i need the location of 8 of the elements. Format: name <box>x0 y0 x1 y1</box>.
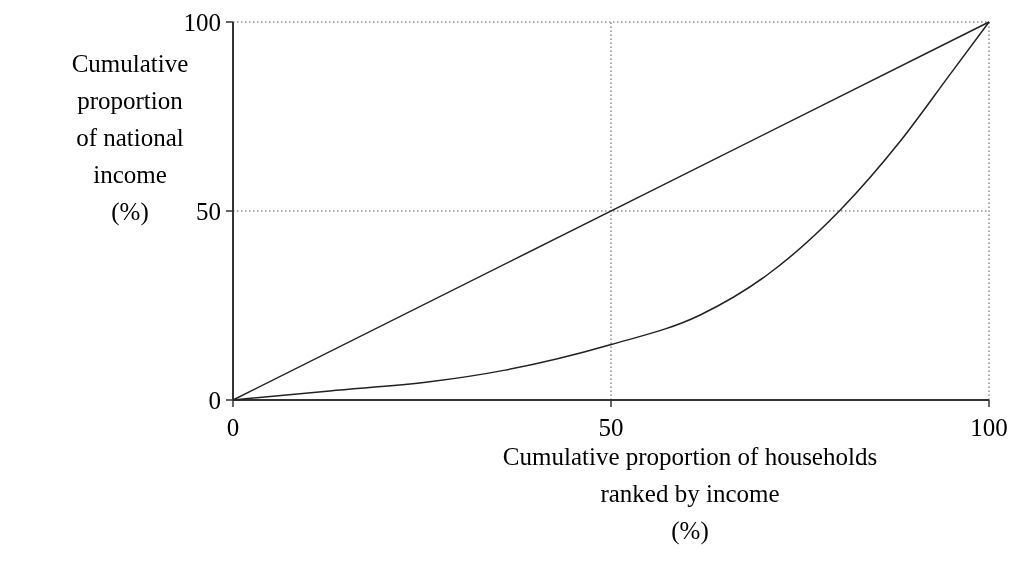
x-tick-label: 50 <box>598 414 624 441</box>
y-axis-title: Cumulative proportion of national income (%) <box>71 50 189 226</box>
y-tick-label: 50 <box>196 198 221 225</box>
x-axis-title: Cumulative proportion of households ranked by income (%) <box>502 443 878 545</box>
x-tick-label: 100 <box>970 414 1008 441</box>
y-tick-label: 0 <box>208 387 221 414</box>
x-tick-label: 0 <box>226 414 240 441</box>
y-tick-label: 100 <box>183 9 221 36</box>
